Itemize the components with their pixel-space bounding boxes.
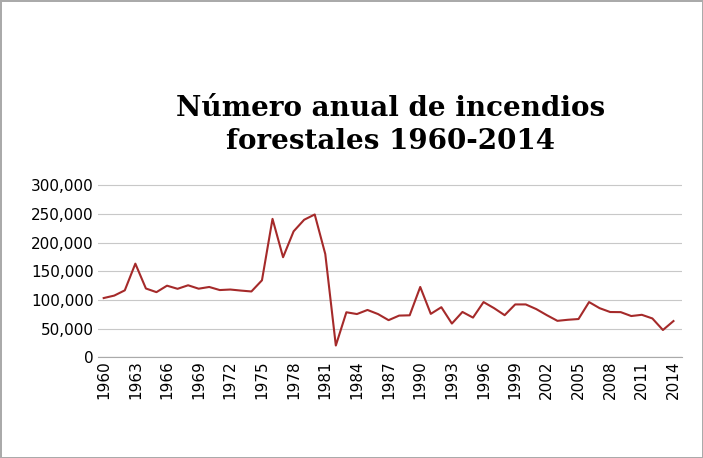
- Title: Número anual de incendios
forestales 1960-2014: Número anual de incendios forestales 196…: [176, 95, 605, 155]
